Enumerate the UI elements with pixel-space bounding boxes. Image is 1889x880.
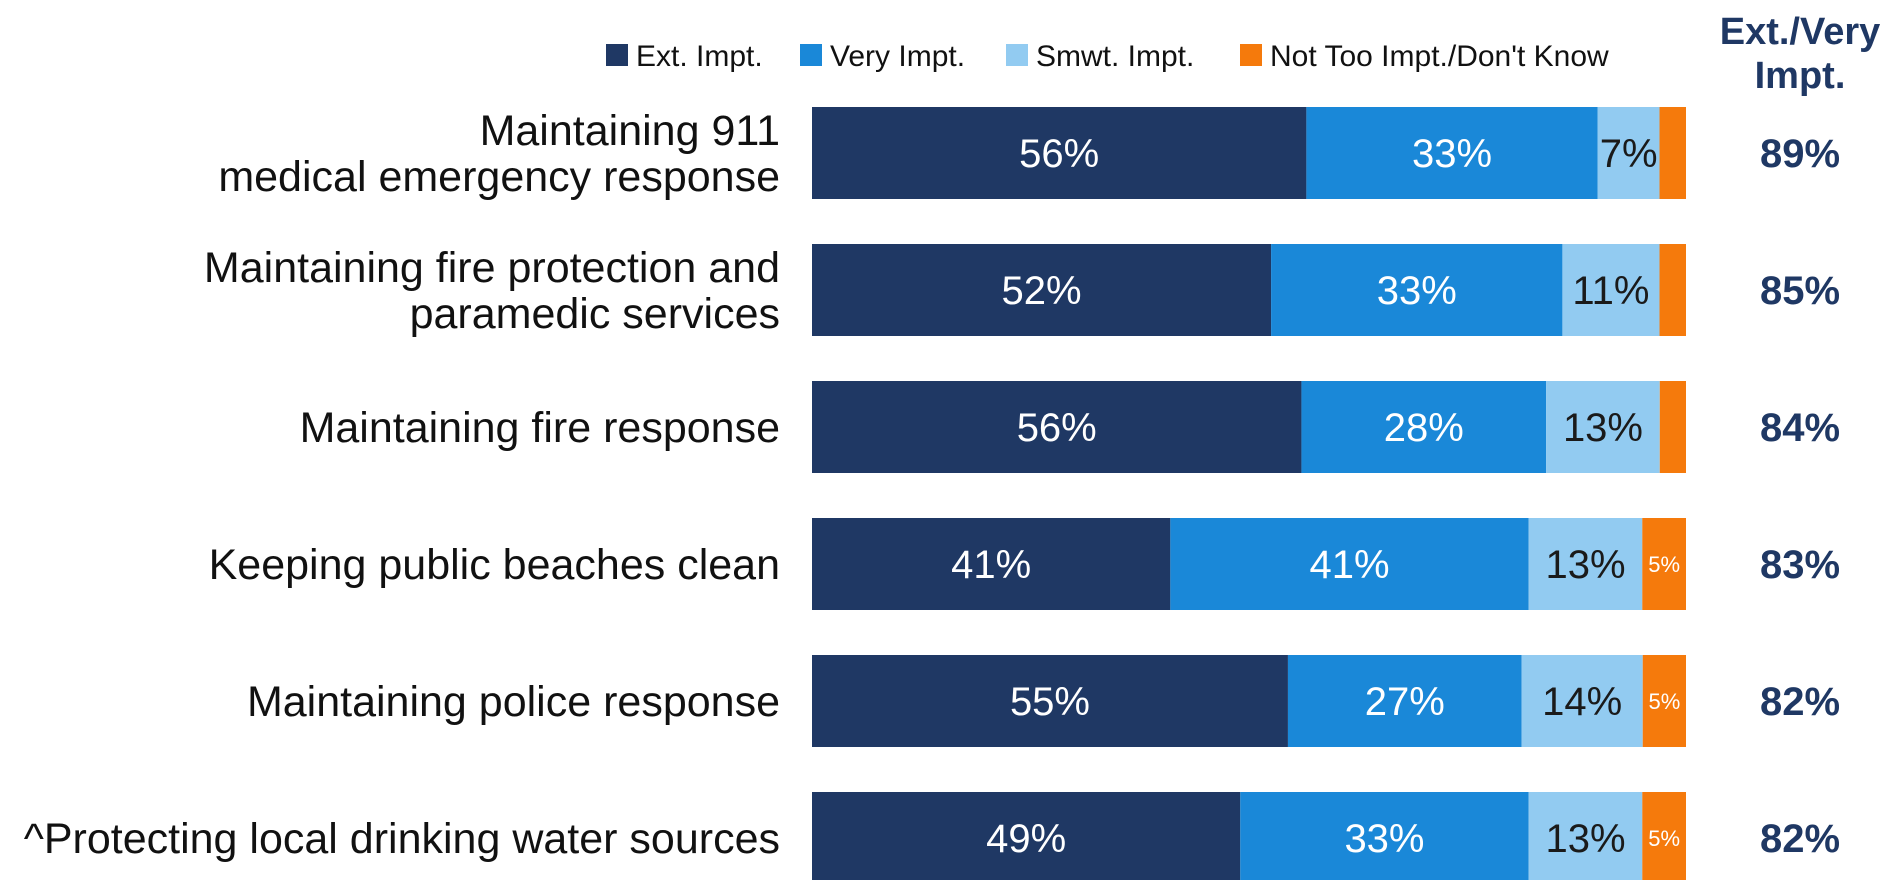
legend-swatch-2	[800, 44, 822, 66]
bar-segment-r1-s3	[1597, 107, 1660, 199]
total-header-line-2: Impt.	[1755, 55, 1846, 97]
bar-segment-r3-s3	[1546, 381, 1660, 473]
value-label-r4-s4: 5%	[1648, 552, 1680, 577]
total-value-6: 82%	[1760, 817, 1840, 861]
value-label-r5-s4: 5%	[1648, 689, 1680, 714]
total-header-line-1: Ext./Very	[1720, 11, 1881, 53]
value-label-r5-s2: 27%	[1365, 680, 1445, 724]
bar-segment-r3-s1	[812, 381, 1302, 473]
total-value-2: 85%	[1760, 269, 1840, 313]
bar-segment-r4-s4	[1642, 518, 1686, 610]
legend-swatch-1	[606, 44, 628, 66]
value-label-r4-s2: 41%	[1309, 543, 1389, 587]
value-label-r1-s3: 7%	[1600, 132, 1658, 176]
category-label-5: Maintaining police response	[247, 678, 780, 726]
value-label-r6-s1: 49%	[986, 817, 1066, 861]
bar-segment-r1-s2	[1306, 107, 1598, 199]
bar-segment-r2-s3	[1562, 244, 1660, 336]
total-value-5: 82%	[1760, 680, 1840, 724]
value-label-r1-s1: 56%	[1019, 132, 1099, 176]
legend-label-4: Not Too Impt./Don't Know	[1270, 40, 1609, 73]
bar-segment-r4-s3	[1528, 518, 1643, 610]
bar-segment-r3-s2	[1301, 381, 1547, 473]
category-label-1-line-1: Maintaining 911	[480, 107, 780, 155]
category-label-4: Keeping public beaches clean	[209, 541, 780, 589]
category-label-2-line-2: paramedic services	[410, 290, 780, 338]
bar-segment-r5-s2	[1287, 655, 1522, 747]
bar-segment-r2-s2	[1271, 244, 1563, 336]
legend-swatch-3	[1006, 44, 1028, 66]
value-label-r3-s3: 13%	[1563, 406, 1643, 450]
bar-segment-r6-s4	[1642, 792, 1686, 880]
bar-segment-r4-s1	[812, 518, 1171, 610]
legend-label-1: Ext. Impt.	[636, 40, 763, 73]
bar-segment-r5-s3	[1521, 655, 1643, 747]
bar-segment-r2-s4	[1659, 244, 1686, 336]
legend-label-3: Smwt. Impt.	[1036, 40, 1194, 73]
value-label-r2-s2: 33%	[1377, 269, 1457, 313]
legend-swatch-4	[1240, 44, 1262, 66]
bar-segment-r2-s1	[812, 244, 1272, 336]
category-label-3: Maintaining fire response	[300, 404, 780, 452]
category-label-1-line-2: medical emergency response	[218, 153, 780, 201]
value-label-r6-s2: 33%	[1344, 817, 1424, 861]
value-label-r5-s3: 14%	[1542, 680, 1622, 724]
value-label-r2-s1: 52%	[1002, 269, 1082, 313]
value-label-r3-s1: 56%	[1017, 406, 1097, 450]
value-label-r2-s3: 11%	[1572, 269, 1649, 313]
value-label-r6-s4: 5%	[1648, 826, 1680, 851]
category-label-2-line-1: Maintaining fire protection and	[204, 244, 780, 292]
total-value-4: 83%	[1760, 543, 1840, 587]
bar-segment-r6-s2	[1240, 792, 1529, 880]
value-label-r4-s3: 13%	[1545, 543, 1625, 587]
bar-segment-r1-s4	[1659, 107, 1686, 199]
bar-segment-r1-s1	[812, 107, 1307, 199]
category-label-6: ^Protecting local drinking water sources	[24, 815, 780, 863]
bar-segment-r3-s4	[1659, 381, 1686, 473]
value-label-r5-s1: 55%	[1010, 680, 1090, 724]
total-value-3: 84%	[1760, 406, 1840, 450]
bar-segment-r5-s4	[1642, 655, 1686, 747]
bar-segment-r6-s1	[812, 792, 1241, 880]
value-label-r6-s3: 13%	[1545, 817, 1625, 861]
value-label-r1-s2: 33%	[1412, 132, 1492, 176]
legend-label-2: Very Impt.	[830, 40, 965, 73]
total-value-1: 89%	[1760, 132, 1840, 176]
bar-segment-r5-s1	[812, 655, 1288, 747]
bar-segment-r6-s3	[1528, 792, 1643, 880]
value-label-r4-s1: 41%	[951, 543, 1031, 587]
bar-segment-r4-s2	[1170, 518, 1529, 610]
value-label-r3-s2: 28%	[1384, 406, 1464, 450]
